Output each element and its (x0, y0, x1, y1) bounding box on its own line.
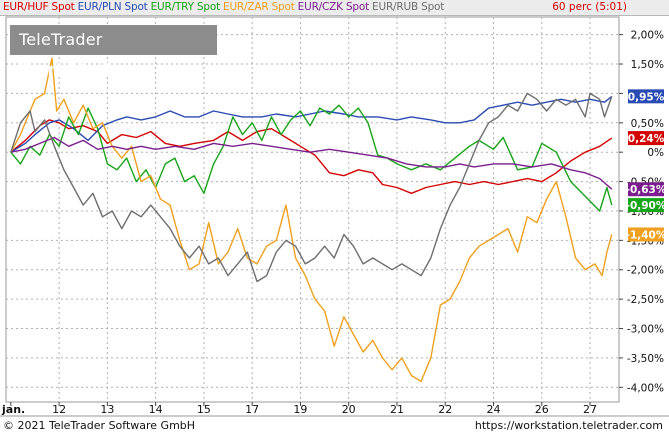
x-tick-label: 27 (583, 403, 597, 416)
x-tick-label: 24 (487, 403, 501, 416)
legend-entry[interactable]: EUR/ZAR Spot (223, 1, 295, 13)
watermark-product: WorkStation (19, 60, 134, 79)
x-tick-label: 13 (100, 403, 114, 416)
last-value-box (628, 198, 664, 213)
x-tick-label: 15 (197, 403, 211, 416)
legend-entry[interactable]: EUR/TRY Spot (150, 1, 221, 13)
last-value-labels: 0,24% 0,95% -0,90% -1,40% -0,63% (626, 89, 667, 242)
legend-entry[interactable]: EUR/HUF Spot (3, 1, 75, 13)
series-line (10, 136, 613, 190)
x-tick-label: 26 (535, 403, 549, 416)
footer-copyright: © 2021 TeleTrader Software GmbH (3, 419, 196, 432)
last-value-box (628, 89, 664, 104)
x-tick-label: 17 (245, 403, 259, 416)
x-tick-label: 21 (390, 403, 404, 416)
series-line (10, 92, 613, 283)
grid (5, 16, 620, 403)
y-tick-label: -3,00% (627, 324, 664, 336)
watermark-brand: TeleTrader (19, 30, 103, 49)
last-value-badge: 0,95% (628, 89, 665, 104)
footer-url[interactable]: https://workstation.teletrader.com (474, 419, 663, 432)
last-value-box (628, 182, 664, 197)
x-tick-label: jan. (1, 403, 25, 416)
series-line (10, 119, 613, 195)
watermark-logo: TeleTrader WorkStation (10, 25, 217, 79)
plot-frame (5, 16, 620, 403)
x-axis: jan. 12 13 14 15 17 19 20 21 22 24 26 27 (0, 402, 669, 417)
last-value-box (628, 227, 664, 242)
last-value-label: -0,63% (626, 184, 667, 196)
legend-entry[interactable]: EUR/RUB Spot (372, 1, 445, 13)
y-tick-label: 0,50% (631, 118, 664, 130)
last-value-label: -0,90% (626, 200, 667, 212)
x-tick-label: 14 (149, 403, 163, 416)
y-tick-label: -3,50% (627, 353, 664, 365)
legend-entry[interactable]: EUR/PLN Spot (77, 1, 148, 13)
last-value-badge: -0,90% (626, 198, 667, 213)
period-label: 60 perc (5:01) (552, 1, 627, 13)
last-value-label: 0,95% (628, 91, 665, 103)
y-tick-label: -4,00% (627, 382, 664, 394)
y-tick-label: 0% (647, 147, 664, 159)
last-value-label: 0,24% (628, 133, 665, 145)
legend-items: EUR/HUF Spot EUR/PLN Spot EUR/TRY Spot EUR/… (0, 1, 444, 13)
y-tick-label: -2,50% (627, 294, 664, 306)
legend-entry[interactable]: EUR/CZK Spot (297, 1, 370, 13)
x-tick-label: 12 (52, 403, 66, 416)
series-lines (10, 57, 613, 383)
y-tick-label: 1,50% (631, 59, 664, 71)
y-tick-label: 2,00% (631, 30, 664, 42)
series-line (10, 57, 613, 383)
last-value-badge: 0,24% (628, 131, 665, 146)
last-value-badge: -0,63% (626, 182, 667, 197)
last-value-box (628, 131, 664, 146)
series-line (10, 104, 613, 212)
x-tick-label: 19 (293, 403, 307, 416)
x-tick-label: 22 (438, 403, 452, 416)
last-value-badge: -1,40% (626, 227, 667, 242)
last-value-label: -1,40% (626, 229, 667, 241)
y-tick-label: -2,00% (627, 265, 664, 277)
legend: EUR/HUF Spot EUR/PLN Spot EUR/TRY Spot EUR/… (0, 0, 669, 16)
x-tick-label: 20 (342, 403, 356, 416)
